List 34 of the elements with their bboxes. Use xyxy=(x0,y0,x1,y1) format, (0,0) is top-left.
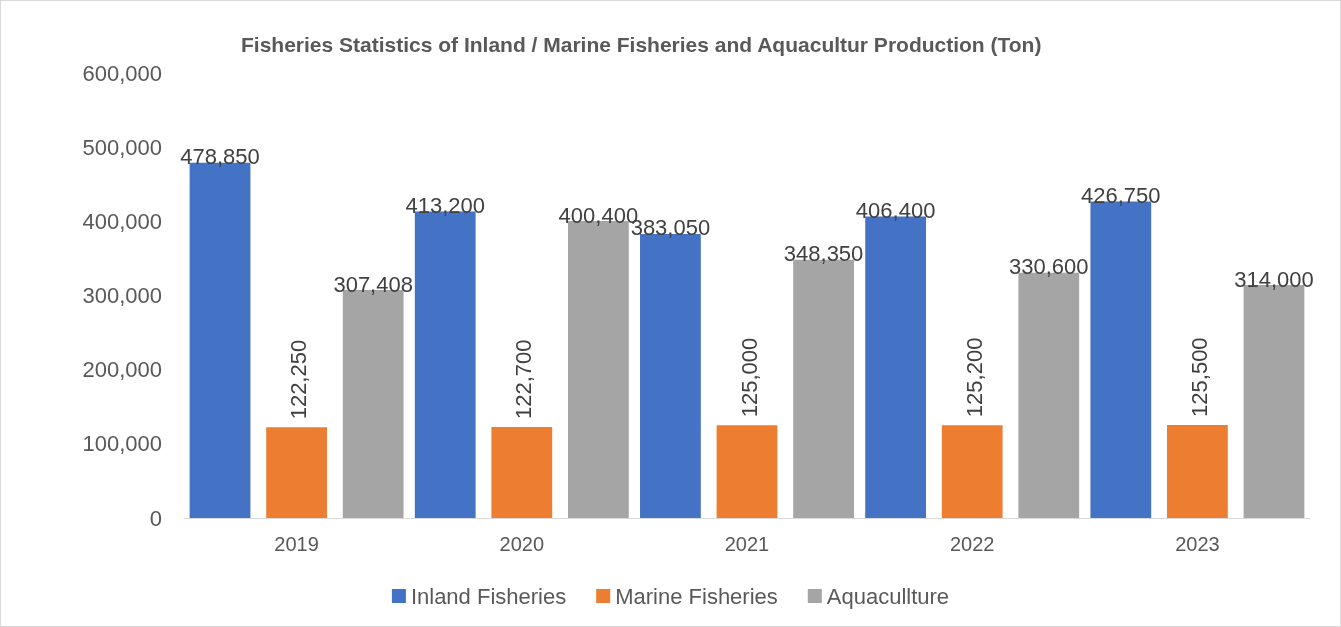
y-tick-label: 400,000 xyxy=(82,208,162,234)
x-tick-label: 2022 xyxy=(949,533,995,555)
data-label: 125,500 xyxy=(1186,337,1212,417)
data-label: 314,000 xyxy=(1234,266,1314,292)
y-tick-label: 100,000 xyxy=(82,431,162,457)
y-tick-label: 0 xyxy=(149,505,162,531)
data-label: 413,200 xyxy=(405,193,485,219)
bar xyxy=(941,425,1003,518)
y-tick-label: 200,000 xyxy=(82,357,162,383)
y-tick-label: 500,000 xyxy=(82,134,162,160)
x-tick-label: 2021 xyxy=(724,533,770,555)
x-tick-label: 2023 xyxy=(1175,533,1220,555)
data-label: 122,250 xyxy=(286,339,312,420)
data-label: 330,600 xyxy=(1009,254,1089,280)
y-tick-label: 600,000 xyxy=(82,60,162,86)
chart-title: Fisheries Statistics of Inland / Marine Fisheries and Aquacultur Production (Ton) xyxy=(241,33,1042,56)
bar xyxy=(266,427,327,518)
y-tick-label: 300,000 xyxy=(82,283,162,308)
data-label: 125,200 xyxy=(961,337,987,418)
legend-label: Marine Fisheries xyxy=(615,583,778,609)
legend-label: Inland Fisheries xyxy=(410,583,567,609)
data-label: 307,408 xyxy=(333,271,413,297)
data-label: 406,400 xyxy=(855,198,936,224)
bar xyxy=(716,425,778,518)
bar xyxy=(491,427,553,518)
data-label: 478,850 xyxy=(180,144,260,170)
legend-label: Aquacullture xyxy=(826,583,950,609)
data-label: 122,700 xyxy=(511,339,537,419)
bar xyxy=(1167,424,1228,518)
data-label: 426,750 xyxy=(1081,182,1161,208)
x-tick-label: 2019 xyxy=(274,533,319,555)
data-label: 125,000 xyxy=(736,337,762,418)
x-tick-label: 2020 xyxy=(499,533,545,555)
data-label: 348,350 xyxy=(783,241,864,267)
